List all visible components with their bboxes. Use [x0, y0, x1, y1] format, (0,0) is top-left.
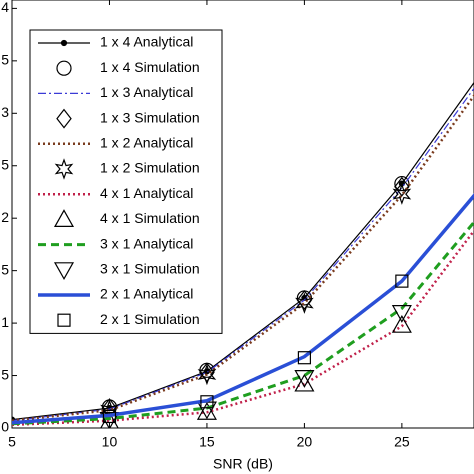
- x-tick-label: 10: [102, 434, 118, 450]
- series-line: [12, 81, 474, 421]
- x-tick-label: 5: [8, 434, 16, 450]
- legend-label: 1 x 4 Simulation: [100, 59, 200, 75]
- y-tick-label: 1.5: [0, 261, 9, 277]
- legend-label: 1 x 3 Simulation: [100, 109, 200, 125]
- marker: [391, 305, 412, 323]
- legend-label: 4 x 1 Simulation: [100, 210, 200, 226]
- plot-area: [12, 81, 474, 428]
- marker: [53, 262, 75, 281]
- legend-box: [29, 29, 223, 334]
- series-line: [12, 193, 474, 425]
- legend-label: 1 x 2 Simulation: [100, 160, 200, 176]
- x-axis-label: SNR (dB): [213, 456, 273, 472]
- marker: [200, 395, 214, 409]
- y-tick-label: 0: [1, 419, 9, 435]
- series-line: [12, 93, 474, 422]
- marker: [57, 313, 71, 327]
- y-tick-label: 0.5: [0, 366, 9, 382]
- marker: [54, 158, 74, 180]
- x-tick-label: 15: [199, 434, 215, 450]
- marker: [56, 60, 72, 76]
- marker: [197, 363, 217, 386]
- legend-label: 3 x 1 Simulation: [100, 261, 200, 277]
- marker: [56, 108, 72, 129]
- legend-label: 2 x 1 Analytical: [100, 286, 193, 302]
- y-tick-label: 3.5: [0, 52, 9, 68]
- legend-label: 1 x 4 Analytical: [100, 34, 193, 50]
- marker: [53, 209, 75, 227]
- marker: [60, 39, 68, 47]
- legend-label: 2 x 1 Simulation: [100, 311, 200, 327]
- series-line: [12, 228, 474, 427]
- marker: [99, 412, 120, 428]
- marker: [294, 370, 315, 388]
- legend-label: 1 x 2 Analytical: [100, 135, 193, 151]
- legend-label: 1 x 3 Analytical: [100, 84, 193, 100]
- marker: [297, 351, 312, 365]
- y-tick-label: 4: [1, 0, 9, 15]
- x-tick-label: 25: [394, 434, 410, 450]
- marker: [394, 176, 410, 197]
- marker: [102, 409, 117, 424]
- marker: [392, 183, 412, 205]
- legend-label: 3 x 1 Analytical: [100, 235, 193, 251]
- legend-label: 4 x 1 Analytical: [100, 185, 193, 201]
- marker: [294, 373, 315, 392]
- x-tick-label: 20: [297, 434, 313, 450]
- marker: [395, 274, 409, 288]
- plot-frame: [11, 0, 474, 429]
- y-tick-label: 3: [1, 104, 9, 120]
- y-tick-label: 1: [1, 314, 9, 330]
- marker: [391, 314, 412, 333]
- y-tick-label: 2: [1, 209, 9, 225]
- y-tick-label: 2.5: [0, 156, 9, 172]
- series-line: [12, 219, 474, 426]
- marker: [199, 362, 215, 383]
- marker: [295, 292, 314, 314]
